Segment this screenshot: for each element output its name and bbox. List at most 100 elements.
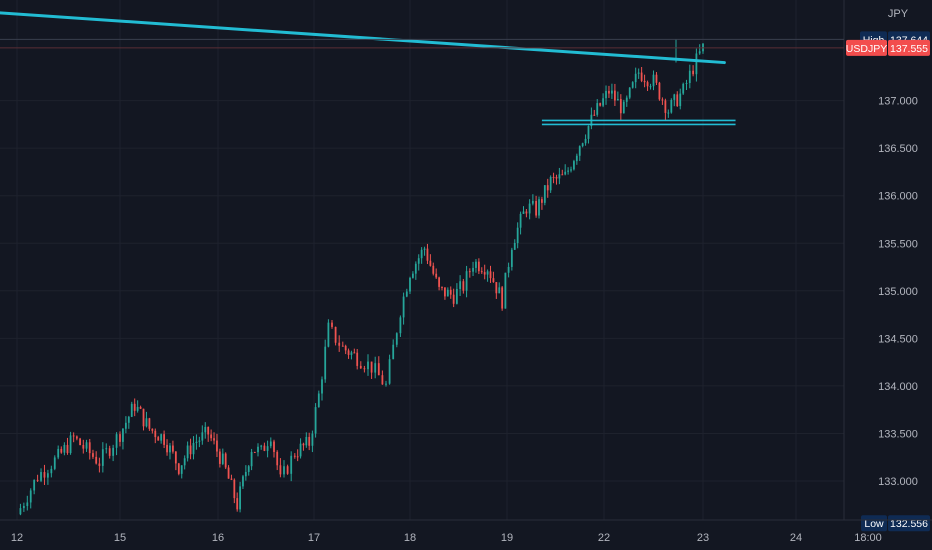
candle-body <box>247 466 250 472</box>
candle-body <box>525 211 528 214</box>
candle-body <box>538 199 540 216</box>
candle-body <box>558 174 561 179</box>
x-tick-label: 16 <box>212 532 224 544</box>
candle-body <box>608 90 610 94</box>
candle-body <box>169 445 171 453</box>
candle-body <box>637 72 640 74</box>
candle-body <box>216 440 218 452</box>
x-tick-label: 17 <box>308 532 320 544</box>
y-tick-label: 134.500 <box>878 333 918 345</box>
candle-body <box>92 453 94 457</box>
candle-body <box>414 263 417 274</box>
candle-body <box>449 289 452 295</box>
candle-body <box>133 403 136 411</box>
candle-body <box>409 277 411 292</box>
candle-body <box>317 393 320 408</box>
candle-body <box>43 472 46 478</box>
candle-body <box>459 281 462 289</box>
x-tick-label: 24 <box>790 532 802 544</box>
candle-body <box>230 478 233 480</box>
candle-body <box>423 248 426 250</box>
price-axis[interactable] <box>844 0 932 520</box>
candle-body <box>658 82 661 100</box>
candle-body <box>670 99 673 113</box>
candle-body <box>305 436 308 446</box>
candle-body <box>276 451 279 466</box>
candle-body <box>646 82 649 87</box>
candle-body <box>535 201 537 216</box>
last-value: 137.555 <box>890 43 928 55</box>
candle-body <box>189 445 192 455</box>
candle-body <box>19 508 22 515</box>
candle-body <box>587 126 590 139</box>
candle-body <box>516 227 519 243</box>
candle-body <box>108 448 111 456</box>
candle-body <box>616 98 619 101</box>
candle-body <box>350 352 353 355</box>
candle-body <box>95 456 98 464</box>
candle-body <box>334 326 337 343</box>
candle-body <box>314 407 317 434</box>
candle-body <box>166 444 168 453</box>
candle-body <box>363 368 366 370</box>
candle-body <box>381 375 384 385</box>
candle-body <box>573 161 575 170</box>
candle-body <box>405 291 408 297</box>
y-tick-label: 135.500 <box>878 238 918 250</box>
candle-body <box>72 435 75 437</box>
candle-body <box>148 418 151 429</box>
y-tick-label: 135.000 <box>878 286 918 298</box>
candle-body <box>210 434 213 439</box>
candle-body <box>564 171 567 175</box>
candle-body <box>127 416 130 423</box>
candle-body <box>26 502 29 506</box>
candle-body <box>101 449 104 466</box>
candle-body <box>177 463 180 474</box>
candle-body <box>649 86 652 88</box>
candle-body <box>50 468 53 474</box>
candle-body <box>682 83 685 94</box>
candle-body <box>142 408 145 427</box>
candle-body <box>377 363 380 376</box>
candle-body <box>63 444 66 453</box>
candle-body <box>311 433 314 446</box>
candle-body <box>163 434 165 445</box>
candle-body <box>204 426 207 433</box>
candle-body <box>643 80 646 83</box>
candle-body <box>186 445 189 459</box>
candle-body <box>250 451 253 467</box>
drawings[interactable] <box>0 8 736 126</box>
candle-body <box>619 98 622 114</box>
candle-body <box>652 74 655 87</box>
candle-body <box>221 453 224 464</box>
low-label-box <box>861 515 887 532</box>
candle-body <box>105 448 108 450</box>
candle-body <box>260 445 263 447</box>
trendline <box>0 11 726 65</box>
candle-body <box>239 486 241 510</box>
x-tick-label: 19 <box>501 532 513 544</box>
candle-body <box>119 434 121 442</box>
candle-body <box>374 363 377 373</box>
y-tick-label: 133.500 <box>878 428 918 440</box>
candle-body <box>593 114 596 116</box>
candle-body <box>66 444 69 454</box>
candle-body <box>543 185 546 203</box>
candle-body <box>321 379 323 394</box>
candle-body <box>115 434 118 448</box>
candle-body <box>455 288 458 304</box>
candle-body <box>36 479 39 481</box>
candle-body <box>253 451 256 453</box>
candle-body <box>392 344 395 360</box>
currency-label: JPY <box>888 8 909 20</box>
candle-body <box>172 445 174 452</box>
candle-body <box>695 53 698 75</box>
candle-body <box>85 442 88 449</box>
candle-body <box>29 490 32 503</box>
candle-body <box>412 273 414 278</box>
candle-body <box>385 383 387 385</box>
y-tick-label: 136.500 <box>878 143 918 155</box>
candle-body <box>426 248 429 261</box>
candle-body <box>130 403 133 417</box>
